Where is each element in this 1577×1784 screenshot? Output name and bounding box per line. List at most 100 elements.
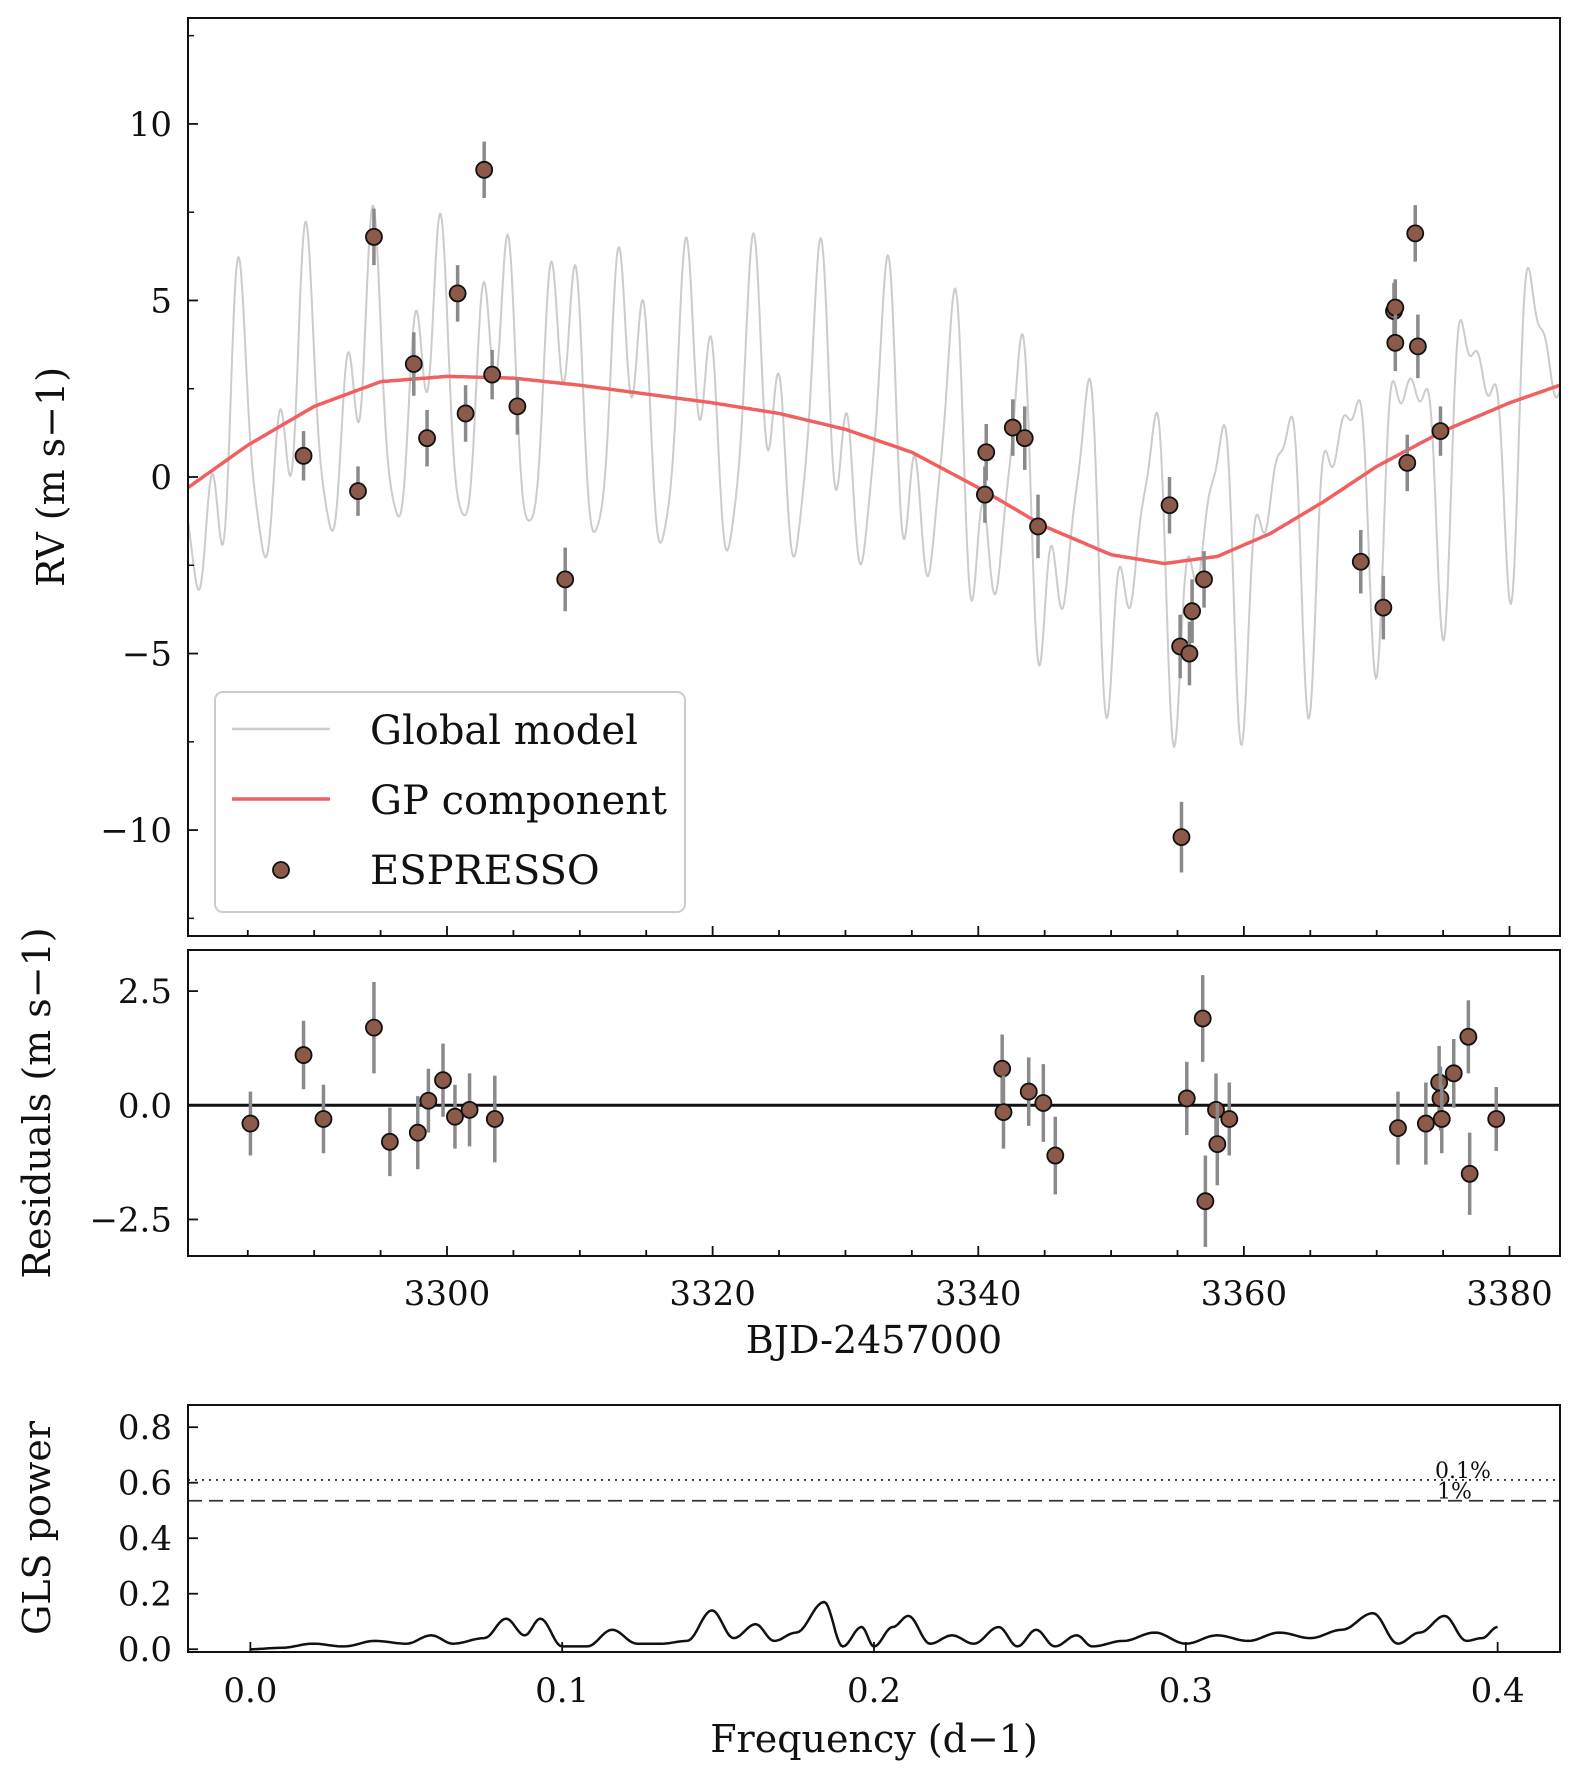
espresso-point [1160,496,1179,515]
espresso-point [1398,453,1417,472]
rv-ytick-label: 10 [129,105,172,145]
residual-point [1444,1064,1463,1083]
residual-points [241,975,1506,1247]
legend-espresso-marker [272,861,290,879]
residual-point [1034,1094,1053,1112]
gp-component-line [188,374,1560,566]
espresso-point [556,570,575,589]
espresso-point [1386,333,1405,352]
periodogram-xtick-label: 0.2 [847,1671,901,1711]
periodogram-ytick-label: 0.6 [118,1464,172,1504]
legend-global-model-label: Global model [370,708,638,754]
residual-point [994,1103,1013,1122]
periodogram-xtick-label: 0.0 [223,1671,277,1711]
legend-frame [214,691,686,913]
periodogram-ytick-label: 0.8 [118,1408,172,1448]
residual-point [993,1059,1012,1078]
espresso-point [1431,422,1450,441]
periodogram-x-ticks: 0.0 0.1 0.2 0.3 0.4 [223,1642,1525,1711]
periodogram-xtick-label: 0.3 [1159,1671,1213,1711]
espresso-point [294,446,313,465]
residuals-ytick-label: −2.5 [89,1200,172,1240]
periodogram-xtick-label: 0.4 [1471,1671,1525,1711]
espresso-point [475,160,494,179]
residual-point [1460,1164,1479,1183]
rv-ytick-label: 5 [150,281,172,321]
rv-ytick-label: −5 [122,635,172,675]
gp-component-curve [188,374,1560,566]
periodogram-y-ticks: 0.0 0.2 0.4 0.6 0.8 [118,1408,198,1670]
residuals-y-axis-label: Residuals (m s−1) [15,927,59,1278]
espresso-point [977,443,996,462]
residual-point [460,1100,479,1119]
residual-point [446,1107,464,1126]
residual-point [380,1132,399,1151]
rv-ytick-label: −10 [100,811,172,851]
periodogram-ytick-label: 0.4 [118,1519,172,1559]
espresso-point [1374,598,1393,617]
residual-point [1220,1110,1239,1128]
residual-point [314,1110,333,1128]
residuals-ytick-label: 0.0 [118,1086,172,1126]
espresso-point [1351,552,1370,571]
espresso-point [1180,644,1199,663]
legend-espresso-label: ESPRESSO [370,848,600,894]
rv-x-ticks [246,926,1511,936]
espresso-point [1195,570,1213,589]
espresso-point [418,429,436,448]
global-model-curve [188,204,1560,749]
threshold-0.1-label: 0.1% [1435,1459,1491,1484]
espresso-point [349,482,367,501]
residual-point [419,1091,438,1110]
periodogram-ytick-label: 0.0 [118,1630,172,1670]
periodogram-xtick-label: 0.1 [535,1671,589,1711]
espresso-point [976,485,994,504]
residual-point [1416,1114,1435,1133]
residuals-xtick-label: 3320 [669,1274,756,1314]
espresso-point [365,228,383,246]
rv-ytick-label: 0 [150,458,172,498]
residual-point [434,1071,452,1090]
periodogram-panel: 0.1% 1% 0.0 0.1 0.2 0.3 0.4 0.0 0.2 0.4 … [15,1404,1561,1761]
residual-point [1432,1110,1451,1128]
residual-point [1177,1089,1196,1108]
espresso-point [404,355,423,373]
residual-point [294,1046,313,1064]
residuals-x-axis-label: BJD-2457000 [746,1318,1002,1362]
espresso-point [483,365,502,384]
residuals-axes-frame [187,949,1561,1257]
residuals-xtick-label: 3380 [1466,1274,1553,1314]
residual-point [365,1018,383,1037]
residuals-panel: 3300 3320 3340 3360 3380 2.5 0.0 −2.5 Re… [15,927,1561,1362]
residual-point [1487,1110,1506,1128]
periodogram-y-axis-label: GLS power [15,1420,59,1635]
residual-point [408,1123,427,1142]
espresso-points [294,141,1450,873]
espresso-point [1015,429,1034,448]
residual-point [1019,1082,1038,1101]
periodogram-ytick-label: 0.2 [118,1575,172,1615]
residuals-y-ticks: 2.5 0.0 −2.5 [89,972,198,1240]
residuals-x-ticks: 3300 3320 3340 3360 3380 [246,1246,1553,1314]
residuals-xtick-label: 3340 [935,1274,1022,1314]
residual-point [1193,1009,1212,1028]
residual-point [1208,1135,1227,1154]
rv-y-ticks: 10 5 0 −5 −10 [100,34,198,920]
residual-point [241,1114,260,1133]
espresso-point [448,284,467,303]
espresso-point [456,404,475,423]
residual-point [1389,1119,1407,1138]
espresso-point [1408,337,1427,356]
periodogram-x-axis-label: Frequency (d−1) [710,1717,1038,1761]
espresso-point [1029,517,1047,536]
espresso-point [1003,418,1022,437]
residuals-ytick-label: 2.5 [118,972,172,1012]
residuals-xtick-label: 3360 [1201,1274,1288,1314]
espresso-point [1172,828,1191,847]
espresso-point [1406,224,1425,243]
residuals-xtick-label: 3300 [404,1274,491,1314]
espresso-point [1386,298,1405,317]
residual-point [1046,1146,1065,1165]
threshold-1-label: 1% [1437,1480,1472,1505]
